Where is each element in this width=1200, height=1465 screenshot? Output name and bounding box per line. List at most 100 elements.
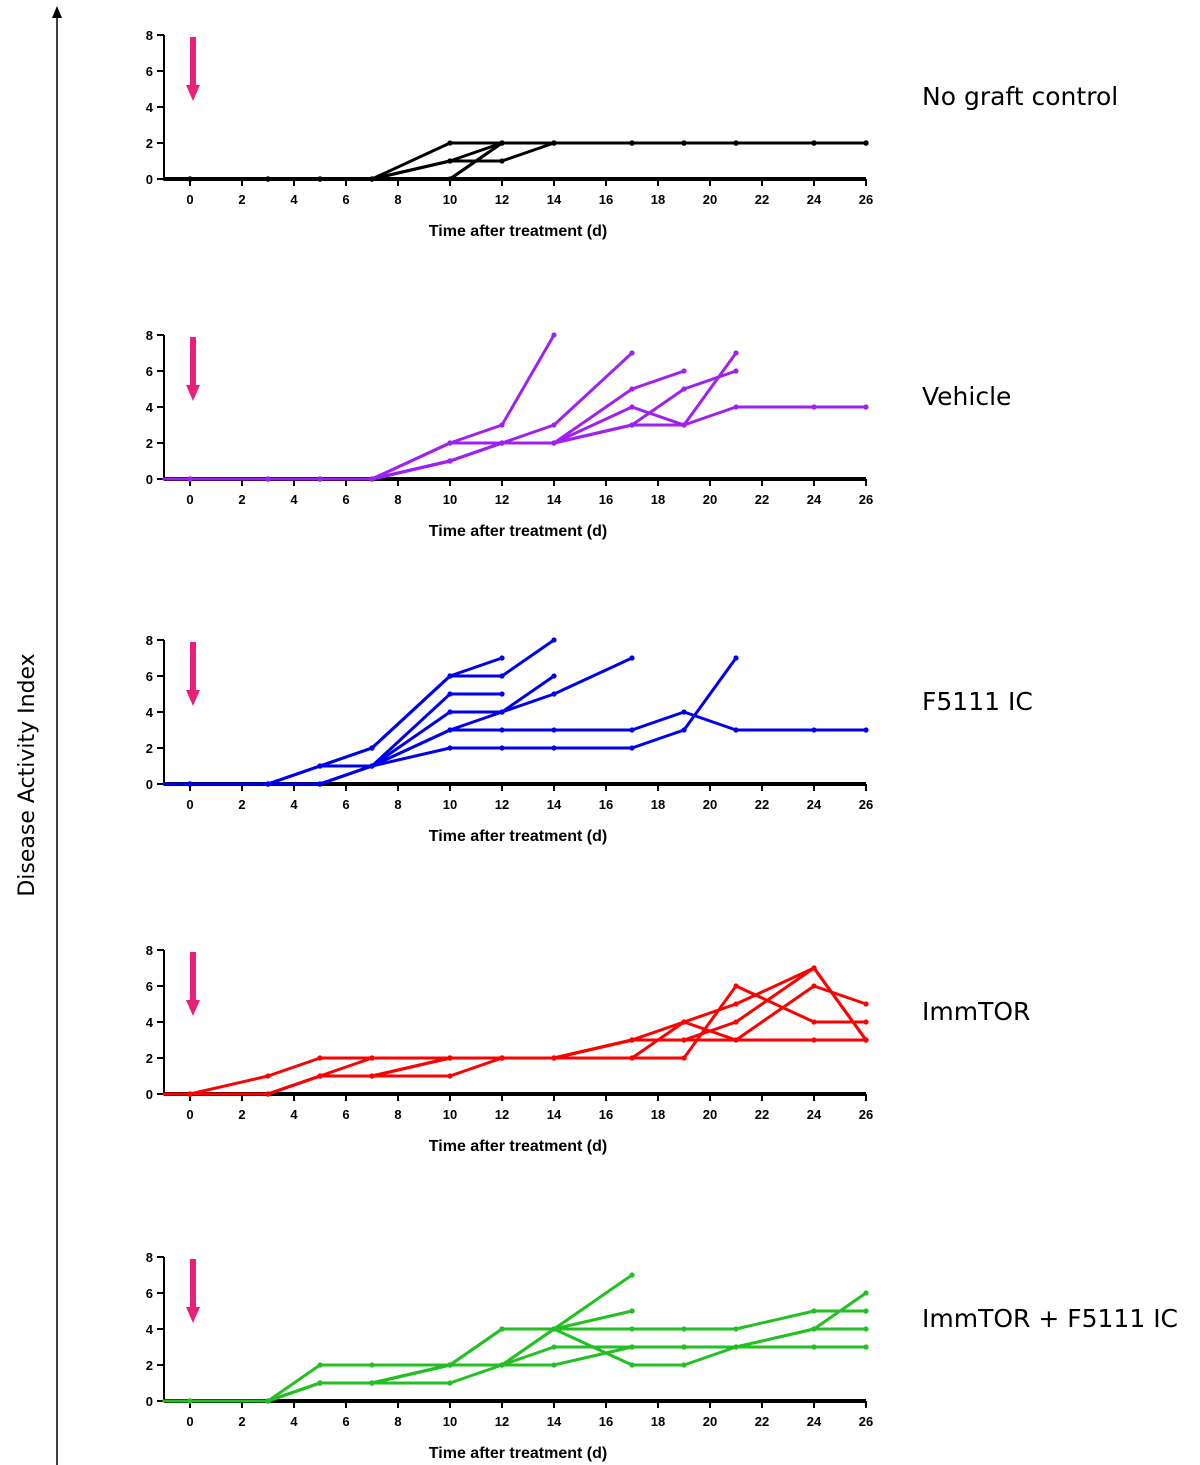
- treatment-arrow-icon: [186, 37, 200, 101]
- y-tick-label: 2: [146, 741, 153, 756]
- x-tick-label: 26: [859, 1414, 873, 1429]
- x-tick-label: 4: [290, 797, 298, 812]
- y-tick-label: 4: [146, 400, 154, 415]
- x-tick-label: 14: [547, 1107, 562, 1122]
- data-point: [733, 983, 739, 989]
- data-point: [369, 1055, 375, 1061]
- series-line: [162, 405, 868, 481]
- x-tick-label: 26: [859, 797, 873, 812]
- y-tick-label: 4: [146, 705, 154, 720]
- x-tick-label: 12: [495, 797, 509, 812]
- data-point: [499, 709, 505, 715]
- group-label: ImmTOR + F5111 IC: [922, 1304, 1178, 1333]
- x-tick-label: 0: [186, 1414, 193, 1429]
- x-tick-label: 24: [807, 492, 822, 507]
- data-point: [499, 140, 505, 146]
- data-point: [863, 1019, 869, 1025]
- x-tick-label: 2: [238, 1107, 245, 1122]
- series-5: [162, 140, 869, 182]
- data-point: [811, 1344, 817, 1350]
- data-point: [317, 1380, 323, 1386]
- data-point: [369, 763, 375, 769]
- data-point: [733, 140, 739, 146]
- treatment-arrow-head: [186, 1000, 200, 1016]
- series-1: [162, 1037, 869, 1097]
- data-point: [369, 745, 375, 751]
- data-point: [811, 727, 817, 733]
- data-point: [447, 1055, 453, 1061]
- data-point: [811, 140, 817, 146]
- y-tick-label: 8: [146, 28, 153, 43]
- y-tick-label: 0: [146, 172, 153, 187]
- data-point: [863, 1001, 869, 1007]
- data-point: [551, 691, 557, 697]
- series-line: [162, 141, 868, 181]
- treatment-arrow-head: [186, 690, 200, 706]
- x-tick-label: 20: [703, 1107, 717, 1122]
- treatment-arrow-head: [186, 1307, 200, 1323]
- data-point: [629, 1272, 635, 1278]
- series-line: [162, 369, 686, 481]
- data-point: [863, 1326, 869, 1332]
- data-point: [551, 422, 557, 428]
- data-point: [187, 1091, 193, 1097]
- data-point: [551, 440, 557, 446]
- data-point: [317, 1073, 323, 1079]
- data-point: [733, 404, 739, 410]
- data-point: [447, 1380, 453, 1386]
- x-tick-label: 18: [651, 1107, 665, 1122]
- treatment-arrow-head: [186, 385, 200, 401]
- data-point: [447, 727, 453, 733]
- x-tick-label: 26: [859, 492, 873, 507]
- data-point: [447, 691, 453, 697]
- data-point: [681, 1055, 687, 1061]
- data-point: [551, 673, 557, 679]
- series-line: [162, 333, 556, 481]
- x-tick-label: 8: [394, 492, 401, 507]
- x-tick-label: 12: [495, 492, 509, 507]
- data-point: [681, 1344, 687, 1350]
- data-point: [499, 1055, 505, 1061]
- x-tick-label: 4: [290, 1414, 298, 1429]
- x-tick-label: 26: [859, 192, 873, 207]
- data-point: [499, 673, 505, 679]
- data-point: [681, 1362, 687, 1368]
- y-tick-label: 6: [146, 64, 153, 79]
- x-tick-label: 22: [755, 192, 769, 207]
- y-tick-label: 2: [146, 436, 153, 451]
- data-point: [733, 350, 739, 356]
- data-point: [499, 655, 505, 661]
- group-label: No graft control: [922, 82, 1118, 111]
- x-tick-label: 18: [651, 1414, 665, 1429]
- x-tick-label: 8: [394, 1414, 401, 1429]
- x-tick-label: 16: [599, 492, 613, 507]
- x-tick-label: 0: [186, 797, 193, 812]
- y-tick-label: 4: [146, 1322, 154, 1337]
- data-point: [863, 727, 869, 733]
- group-label: F5111 IC: [922, 687, 1033, 716]
- x-tick-label: 22: [755, 1414, 769, 1429]
- x-tick-label: 10: [443, 192, 457, 207]
- data-point: [499, 1326, 505, 1332]
- data-point: [551, 637, 557, 643]
- data-point: [317, 476, 323, 482]
- data-point: [681, 727, 687, 733]
- data-point: [681, 368, 687, 374]
- data-point: [629, 404, 635, 410]
- x-tick-label: 20: [703, 797, 717, 812]
- x-tick-label: 18: [651, 492, 665, 507]
- data-point: [369, 1073, 375, 1079]
- data-point: [629, 1344, 635, 1350]
- data-point: [811, 983, 817, 989]
- data-point: [629, 1055, 635, 1061]
- series-5: [162, 983, 869, 1097]
- data-point: [369, 176, 375, 182]
- data-point: [265, 1091, 271, 1097]
- data-point: [551, 1362, 557, 1368]
- data-point: [681, 1326, 687, 1332]
- data-point: [447, 1073, 453, 1079]
- x-tick-label: 14: [547, 192, 562, 207]
- data-point: [499, 745, 505, 751]
- data-point: [265, 1073, 271, 1079]
